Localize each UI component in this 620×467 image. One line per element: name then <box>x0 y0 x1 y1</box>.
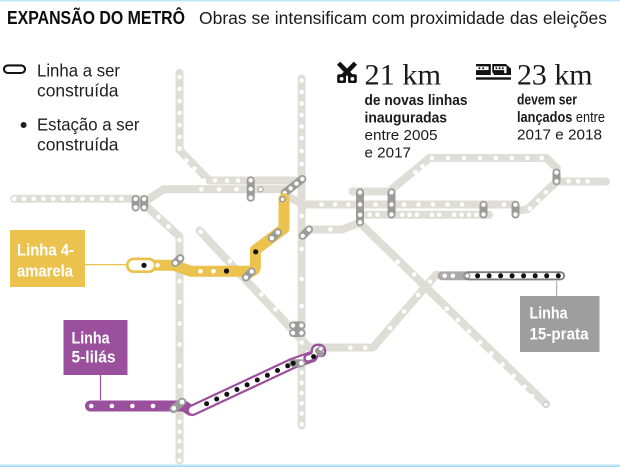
svg-text:Linha a ser: Linha a ser <box>37 61 120 81</box>
svg-text:5-lilás: 5-lilás <box>72 348 116 367</box>
svg-text:construída: construída <box>37 135 119 155</box>
svg-text:15-prata: 15-prata <box>530 325 589 344</box>
svg-text:lançados entre: lançados entre <box>517 109 605 126</box>
svg-text:devem ser: devem ser <box>517 92 577 109</box>
svg-text:Linha: Linha <box>72 329 110 348</box>
svg-text:2017 e 2018: 2017 e 2018 <box>517 127 602 144</box>
svg-text:Linha: Linha <box>530 304 568 323</box>
svg-text:inauguradas: inauguradas <box>365 110 448 127</box>
svg-text:construída: construída <box>37 81 119 101</box>
svg-text:e 2017: e 2017 <box>365 145 412 162</box>
svg-text:23 km: 23 km <box>517 59 593 92</box>
svg-text:amarela: amarela <box>17 262 73 281</box>
svg-text:Linha 4-: Linha 4- <box>17 241 74 260</box>
svg-text:entre 2005: entre 2005 <box>365 127 438 144</box>
svg-text:EXPANSÃO DO METRÔ: EXPANSÃO DO METRÔ <box>7 7 185 28</box>
svg-text:21 km: 21 km <box>365 59 442 92</box>
svg-text:Estação a ser: Estação a ser <box>37 115 140 135</box>
svg-text:Obras se intensificam com prox: Obras se intensificam com proximidade da… <box>199 8 607 28</box>
svg-text:de novas linhas: de novas linhas <box>365 92 468 109</box>
